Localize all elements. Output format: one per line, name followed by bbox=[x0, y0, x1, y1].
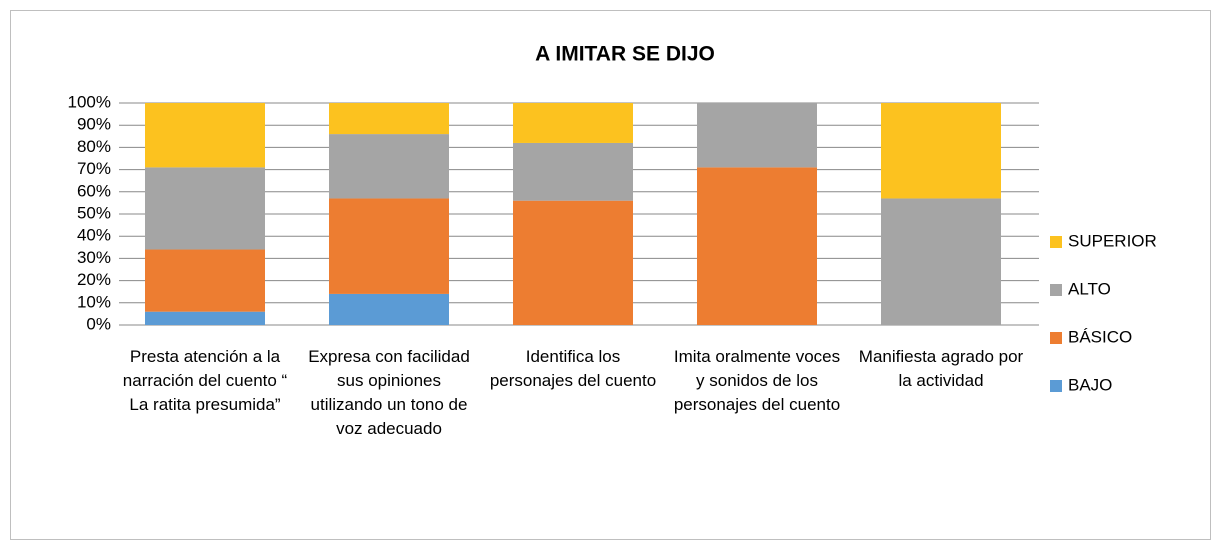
bar-segment bbox=[145, 249, 265, 312]
y-tick-label: 0% bbox=[86, 314, 111, 333]
legend-swatch bbox=[1050, 380, 1062, 392]
legend-swatch bbox=[1050, 332, 1062, 344]
legend-label: BAJO bbox=[1068, 375, 1112, 394]
bar-segment bbox=[881, 198, 1001, 325]
bar-segment bbox=[513, 103, 633, 143]
bar-segment bbox=[329, 134, 449, 199]
bar-segment bbox=[329, 198, 449, 294]
y-tick-label: 50% bbox=[77, 203, 111, 222]
legend-label: SUPERIOR bbox=[1068, 231, 1157, 250]
y-tick-label: 80% bbox=[77, 137, 111, 156]
y-tick-label: 60% bbox=[77, 181, 111, 200]
x-tick-label: Imita oralmente voces y sonidos de los per… bbox=[674, 347, 840, 414]
bar-segment bbox=[881, 103, 1001, 199]
chart-title: A IMITAR SE DIJO bbox=[535, 43, 715, 66]
x-tick-label: Expresa con facilidad sus opiniones utiliz… bbox=[308, 347, 470, 438]
x-tick-label: Identifica los personajes del cuento bbox=[490, 347, 656, 390]
y-tick-label: 20% bbox=[77, 270, 111, 289]
bar-segment bbox=[145, 103, 265, 168]
y-tick-label: 100% bbox=[68, 92, 111, 111]
x-tick-label: Presta atención a la narración del cuento… bbox=[123, 347, 288, 414]
x-tick-label: Manifiesta agrado por la actividad bbox=[859, 347, 1024, 390]
bar-segment bbox=[697, 103, 817, 168]
y-tick-label: 70% bbox=[77, 159, 111, 178]
legend-swatch bbox=[1050, 284, 1062, 296]
legend-label: BÁSICO bbox=[1068, 327, 1132, 346]
bar-segment bbox=[697, 167, 817, 325]
y-tick-label: 10% bbox=[77, 292, 111, 311]
y-tick-label: 30% bbox=[77, 248, 111, 267]
bar-segment bbox=[513, 200, 633, 325]
y-tick-label: 90% bbox=[77, 115, 111, 134]
y-tick-label: 40% bbox=[77, 226, 111, 245]
bar-segment bbox=[513, 142, 633, 201]
legend-swatch bbox=[1050, 236, 1062, 248]
bar-segment bbox=[145, 167, 265, 250]
bar-segment bbox=[329, 103, 449, 135]
bar-segment bbox=[145, 311, 265, 325]
bar-segment bbox=[329, 293, 449, 325]
legend-label: ALTO bbox=[1068, 279, 1111, 298]
